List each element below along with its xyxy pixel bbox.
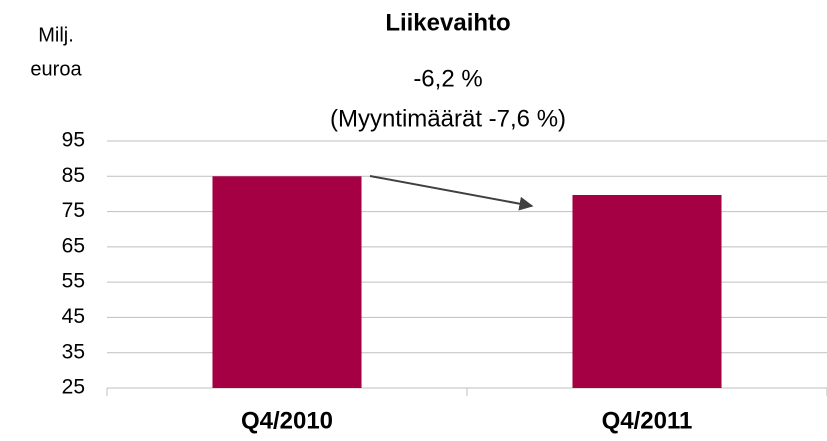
y-tick-label: 25	[62, 376, 85, 399]
annotation: -6,2 %	[413, 65, 482, 92]
y-tick-label: 55	[62, 270, 85, 293]
trend-arrow	[369, 175, 534, 211]
x-tick-label: Q4/2010	[241, 407, 333, 434]
chart-title: Liikevaihto	[385, 9, 510, 36]
x-tick-label: Q4/2011	[602, 407, 693, 434]
y-tick-label: 85	[62, 164, 85, 187]
y-tick-label: 65	[62, 234, 85, 257]
y-tick-label: 75	[62, 199, 85, 222]
annotation: (Myyntimäärät -7,6 %)	[330, 105, 566, 132]
y-tick-label: 45	[62, 305, 85, 328]
y-tick-label: 95	[62, 129, 85, 152]
bar	[572, 194, 722, 388]
y-axis-label: Milj.	[38, 24, 74, 46]
y-axis-label: euroa	[30, 58, 82, 80]
y-tick-label: 35	[62, 340, 85, 363]
bar	[212, 176, 362, 388]
